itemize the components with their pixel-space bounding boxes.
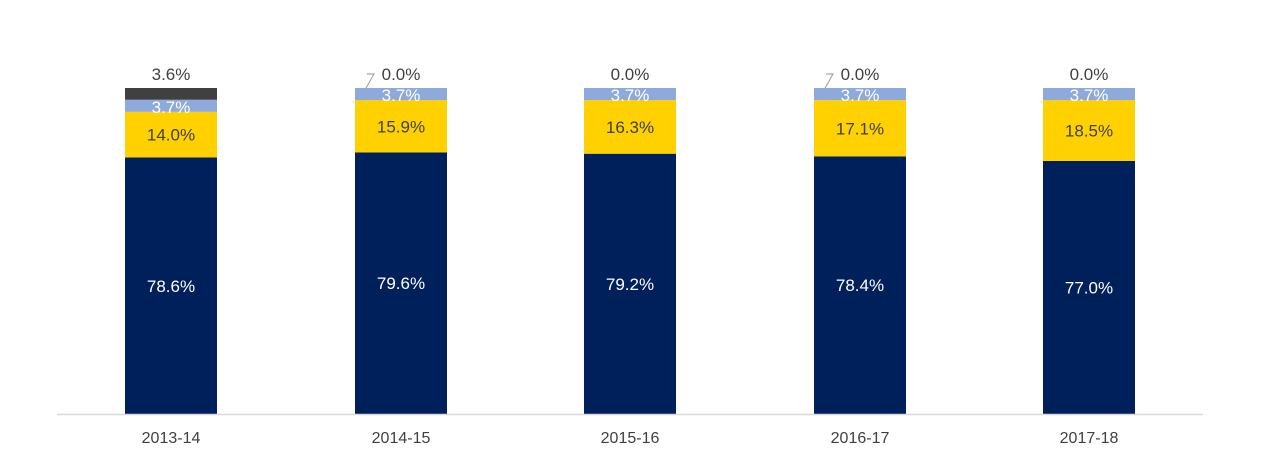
x-tick-label: 2015-16 <box>601 430 660 447</box>
data-label: 18.5% <box>1065 122 1113 141</box>
data-label: 15.9% <box>377 117 425 136</box>
bar-segment <box>1043 160 1135 414</box>
bar-segment <box>125 99 217 112</box>
bar-segment <box>355 88 447 101</box>
data-label: 3.7% <box>611 86 650 105</box>
data-labels-layer: 78.6% 14.0% 3.7% 3.6% 79.6% 15.9% 3.7% 0.0% 79.2… <box>147 65 1113 297</box>
data-label: 3.7% <box>841 86 880 105</box>
bar-segment <box>125 157 217 414</box>
data-label: 78.6% <box>147 277 195 296</box>
x-axis-ticks: 2013-14 2014-15 2015-16 2016-17 2017-18 <box>142 430 1119 447</box>
data-label: 79.2% <box>606 275 654 294</box>
leader-line <box>364 73 376 91</box>
x-tick-label: 2017-18 <box>1060 430 1119 447</box>
data-label: 78.4% <box>836 276 884 295</box>
x-tick-label: 2013-14 <box>142 430 201 447</box>
bar-segment <box>355 100 447 153</box>
data-label: 0.0% <box>1070 65 1109 84</box>
data-label: 3.7% <box>382 86 421 105</box>
leader-line <box>823 73 835 91</box>
bars-layer <box>125 88 1135 414</box>
bar-segment <box>1043 100 1135 161</box>
data-label: 17.1% <box>836 119 884 138</box>
bar-segment <box>125 88 217 100</box>
data-label: 0.0% <box>382 65 421 84</box>
bar-segment <box>814 156 906 414</box>
data-label: 0.0% <box>611 65 650 84</box>
data-label: 3.6% <box>152 65 191 84</box>
data-label: 77.0% <box>1065 278 1113 297</box>
data-label: 14.0% <box>147 126 195 145</box>
data-label: 0.0% <box>841 65 880 84</box>
bar-segment <box>814 100 906 157</box>
x-tick-label: 2016-17 <box>831 430 890 447</box>
bar-segment <box>814 88 906 101</box>
bar-segment <box>1043 88 1135 101</box>
bar-segment <box>584 88 676 101</box>
data-label: 79.6% <box>377 274 425 293</box>
bar-segment <box>584 153 676 414</box>
data-label: 3.7% <box>1070 86 1109 105</box>
bar-segment <box>355 152 447 414</box>
data-label: 16.3% <box>606 118 654 137</box>
bar-segment <box>125 111 217 158</box>
x-tick-label: 2014-15 <box>372 430 431 447</box>
data-label: 3.7% <box>152 98 191 117</box>
bar-segment <box>584 100 676 154</box>
